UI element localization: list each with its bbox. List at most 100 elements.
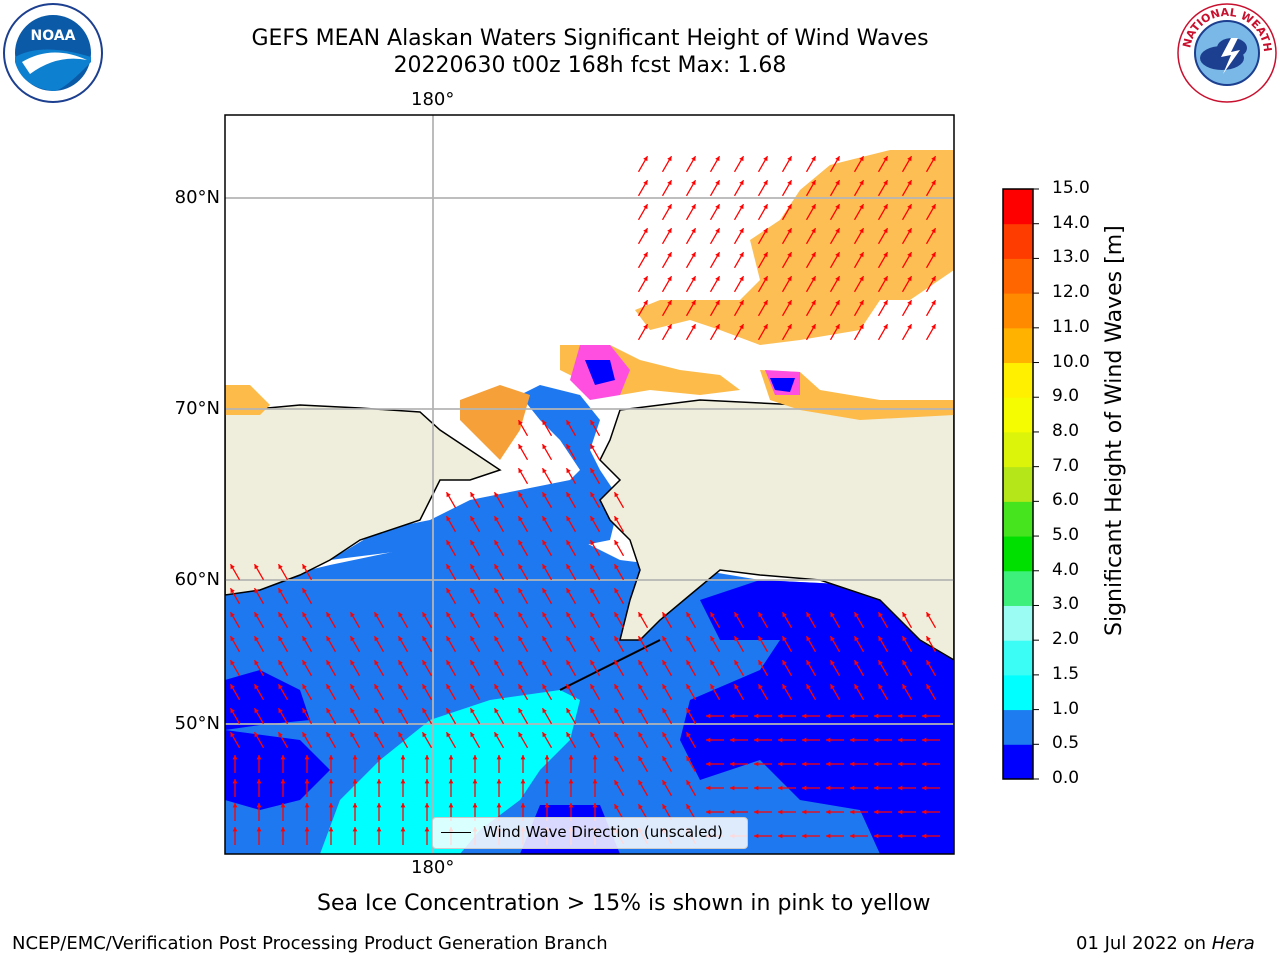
wind-wave-arrow-head: [715, 324, 720, 330]
colorbar-segment: [1003, 501, 1033, 537]
wind-wave-arrow-head: [686, 684, 691, 690]
wind-wave-arrow-head: [835, 204, 840, 210]
wind-wave-arrow-head: [854, 684, 859, 690]
wind-wave-arrow-head: [758, 612, 763, 618]
colorbar: [1002, 188, 1039, 780]
wind-wave-arrow-head: [883, 252, 888, 258]
colorbar-tick-label: 0.5: [1052, 733, 1080, 754]
wind-wave-arrow-head: [826, 809, 831, 815]
aleutian-chain: [559, 639, 661, 691]
wind-wave-arrow-head: [614, 636, 619, 642]
wind-wave-arrow-head: [446, 636, 451, 642]
wind-wave-arrow-head: [470, 612, 475, 618]
wind-wave-arrow-head: [278, 612, 283, 618]
wind-wave-arrow-head: [302, 684, 307, 690]
wind-wave-arrow-head: [518, 732, 523, 738]
colorbar-segment: [1003, 189, 1033, 225]
wind-wave-arrow-head: [907, 300, 912, 306]
wind-wave-arrow-head: [494, 612, 499, 618]
wind-wave-arrow-head: [874, 785, 879, 791]
wind-wave-arrow-head: [352, 827, 358, 832]
wind-wave-arrow-head: [706, 761, 711, 767]
wind-wave-arrow-head: [302, 732, 307, 738]
wind-wave-arrow-head: [542, 516, 547, 522]
wind-wave-arrow-head: [350, 708, 355, 714]
colorbar-tick-label: 3.0: [1052, 594, 1080, 615]
wind-wave-arrow-head: [754, 785, 759, 791]
wind-wave-arrow-head: [374, 612, 379, 618]
legend-label: Wind Wave Direction (unscaled): [483, 823, 723, 841]
lat-label-60: 60°N: [174, 569, 220, 590]
wind-wave-arrow-head: [638, 612, 643, 618]
wind-wave-arrows: [229, 155, 940, 845]
wind-wave-arrow-head: [470, 564, 475, 570]
wind-wave-arrow-head: [566, 660, 571, 666]
wind-wave-arrow-head: [614, 660, 619, 666]
wind-wave-arrow-head: [638, 732, 643, 738]
wind-wave-arrow-head: [662, 804, 667, 810]
wind-wave-arrow-head: [811, 300, 816, 306]
colorbar-tick-label: 10.0: [1052, 351, 1090, 372]
wind-wave-arrow-head: [907, 228, 912, 234]
wind-wave-arrow-head: [424, 779, 430, 784]
wind-wave-arrow-head: [926, 684, 931, 690]
wind-wave-arrow-head: [835, 276, 840, 282]
wind-wave-arrow-head: [715, 300, 720, 306]
wind-wave-arrow-head: [874, 809, 879, 815]
wind-wave-arrow-head: [326, 708, 331, 714]
wind-wave-arrow-head: [254, 612, 259, 618]
wind-wave-arrow-head: [850, 785, 855, 791]
wind-wave-arrow-head: [739, 300, 744, 306]
wind-wave-arrow-head: [931, 180, 936, 186]
wind-wave-arrow-head: [686, 756, 691, 762]
wind-wave-arrow-head: [667, 204, 672, 210]
wind-wave-arrow-head: [830, 660, 835, 666]
wind-wave-arrow-head: [715, 228, 720, 234]
wind-wave-arrow-head: [778, 761, 783, 767]
wind-wave-arrow-head: [446, 492, 451, 498]
wind-wave-arrow-head: [638, 780, 643, 786]
wind-wave-arrow-head: [230, 684, 235, 690]
wind-wave-arrow-head: [592, 779, 598, 784]
colorbar-frame: [1002, 188, 1034, 780]
wind-wave-arrow-head: [643, 276, 648, 282]
colorbar-tick-label: 7.0: [1052, 455, 1080, 476]
nws-logo-icon: NATIONAL WEATHER SERVICE: [1176, 2, 1277, 103]
wind-wave-arrow-head: [739, 324, 744, 330]
wind-wave-arrow-head: [280, 779, 286, 784]
wind-wave-arrow-head: [730, 761, 735, 767]
wind-wave-arrow-head: [232, 779, 238, 784]
wind-wave-arrow-head: [566, 708, 571, 714]
wind-wave-arrow-head: [542, 588, 547, 594]
wind-wave-arrow-head: [518, 612, 523, 618]
wind-wave-arrow-head: [706, 713, 711, 719]
wind-wave-arrow-head: [874, 737, 879, 743]
wind-wave-arrow-head: [470, 516, 475, 522]
wind-wave-arrow-head: [230, 636, 235, 642]
wind-wave-arrow-head: [638, 636, 643, 642]
wind-wave-arrow-head: [763, 180, 768, 186]
wind-wave-arrow-head: [590, 444, 595, 450]
wind-wave-arrow-head: [568, 803, 574, 808]
colorbar-segment: [1003, 327, 1033, 364]
wind-wave-arrow-head: [374, 708, 379, 714]
wind-wave-arrow-head: [874, 713, 879, 719]
wind-wave-arrow-head: [614, 492, 619, 498]
wind-wave-arrow-head: [926, 636, 931, 642]
colorbar-tick-label: 1.5: [1052, 663, 1080, 684]
wind-wave-arrow-head: [898, 809, 903, 815]
wind-wave-arrow-head: [614, 684, 619, 690]
wind-wave-arrow-head: [328, 803, 334, 808]
wind-wave-arrow-head: [758, 636, 763, 642]
wind-wave-arrow-head: [802, 785, 807, 791]
wind-wave-arrow-head: [494, 708, 499, 714]
colorbar-tick-label: 11.0: [1052, 316, 1090, 337]
wind-wave-arrow-head: [614, 756, 619, 762]
wind-wave-arrow-head: [256, 779, 262, 784]
wind-wave-arrow-head: [470, 684, 475, 690]
wind-wave-arrow-head: [350, 636, 355, 642]
wind-wave-arrow-head: [422, 660, 427, 666]
wind-wave-arrow-head: [590, 564, 595, 570]
wind-wave-arrow-head: [398, 636, 403, 642]
wind-wave-arrow-head: [686, 636, 691, 642]
